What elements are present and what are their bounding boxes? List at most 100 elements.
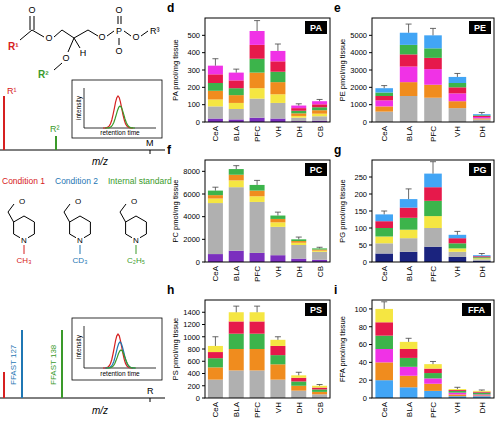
bar-segment [375, 380, 393, 398]
y-tick-label: 400 [187, 369, 200, 378]
error-bar [454, 73, 460, 76]
x-tick-label: BLA [405, 401, 414, 417]
x-tick-label: DH [295, 126, 304, 138]
y-tick-label: 0 [363, 118, 367, 127]
error-bar [406, 24, 412, 33]
inset-frame [72, 318, 162, 380]
bar-segment [208, 191, 223, 196]
bond [141, 31, 148, 36]
chromatogram [103, 96, 133, 128]
bar-segment [250, 196, 265, 202]
bar-segment [424, 216, 442, 228]
bar-segment [208, 91, 223, 100]
bar-segment [449, 389, 467, 391]
atom: P [116, 26, 122, 36]
bar-segment [449, 394, 467, 396]
bar-segment [291, 243, 306, 245]
x-tick-label: BLA [405, 265, 414, 281]
bar-segment [291, 113, 306, 116]
bar-segment [375, 254, 393, 263]
error-stem [257, 21, 258, 31]
x-tick-label: CB [316, 126, 325, 137]
bar-segment [375, 88, 393, 92]
bar-segment [400, 252, 418, 262]
error-stem [236, 306, 237, 312]
y-tick-label: 60 [359, 340, 367, 349]
chart-panel: 050100150200250CeABLAPFCVHDHPG pmol/mg t… [334, 143, 494, 282]
bar-segment [473, 395, 491, 397]
y-tick-label: 4000 [183, 212, 200, 221]
title-box [469, 163, 491, 176]
bar-segment [449, 243, 467, 248]
error-cap [381, 211, 387, 212]
chart-panel: 020406080100CeABLAPFCVHDHFFA pmol/mg tis… [334, 283, 494, 418]
bar-segment [250, 253, 265, 262]
y-axis-label: PA pmol/mg tissue [171, 39, 180, 101]
bar-segment [400, 96, 418, 122]
bar-segment [291, 381, 306, 385]
panel-letter: i [334, 283, 337, 297]
bar-segment [312, 394, 327, 398]
bar-segment [250, 349, 265, 370]
y-tick-label: 50 [359, 241, 367, 250]
bar-segment [375, 100, 393, 106]
error-stem [257, 306, 258, 312]
substituent: R³ [150, 26, 160, 36]
error-bar [406, 338, 412, 342]
x-tick-label: VH [274, 126, 283, 137]
title-box [305, 163, 327, 176]
bar-segment [375, 237, 393, 244]
bar-segment [449, 77, 467, 83]
substituent: CD₃ [73, 256, 88, 265]
bar-segment [312, 251, 327, 252]
title-box [305, 21, 327, 34]
bar-segment [208, 199, 223, 204]
bar-segment [291, 118, 306, 121]
bar-segment [250, 31, 265, 45]
spectrum-tick [150, 398, 151, 402]
bar-segment [424, 384, 442, 391]
x-tick-label: PFC [253, 126, 262, 142]
bond [118, 16, 119, 24]
bar-segment [229, 312, 244, 321]
bar-segment [270, 219, 285, 222]
bar-segment [270, 82, 285, 94]
bar-segment [270, 355, 285, 364]
bar-segment [250, 73, 265, 89]
x-tick-label: VH [453, 402, 462, 413]
bar-segment [291, 259, 306, 262]
y-axis-label: PC pmol/mg tissue [171, 180, 180, 243]
y-tick-label: 0 [363, 394, 367, 403]
bond [20, 30, 44, 40]
bar-segment [449, 248, 467, 251]
bar-segment [449, 93, 467, 101]
error-cap [212, 58, 218, 59]
error-stem [277, 212, 278, 215]
error-bar [454, 387, 460, 389]
y-tick-label: 200 [187, 382, 200, 391]
y-tick-label: 600 [187, 357, 200, 366]
bar-segment [291, 375, 306, 377]
bar-segment [208, 352, 223, 358]
bars [375, 24, 490, 122]
error-cap [430, 161, 436, 162]
bar-segment [312, 110, 327, 113]
error-bar [233, 306, 239, 312]
bar-segment [250, 312, 265, 321]
bar-segment [229, 169, 244, 175]
bar-segment [270, 364, 285, 379]
bar-segment [424, 369, 442, 373]
atom: N [21, 236, 27, 245]
bar-segment [375, 214, 393, 221]
error-cap [212, 187, 218, 188]
error-cap [317, 384, 323, 385]
bar-segment [270, 255, 285, 262]
bond [8, 204, 14, 212]
bar-segment [449, 391, 467, 393]
bar-segment [400, 387, 418, 398]
bars [375, 302, 490, 398]
chart-title: PC [310, 165, 323, 175]
atom-bg [76, 234, 84, 244]
bar-segment [250, 45, 265, 59]
title-box [462, 303, 491, 316]
